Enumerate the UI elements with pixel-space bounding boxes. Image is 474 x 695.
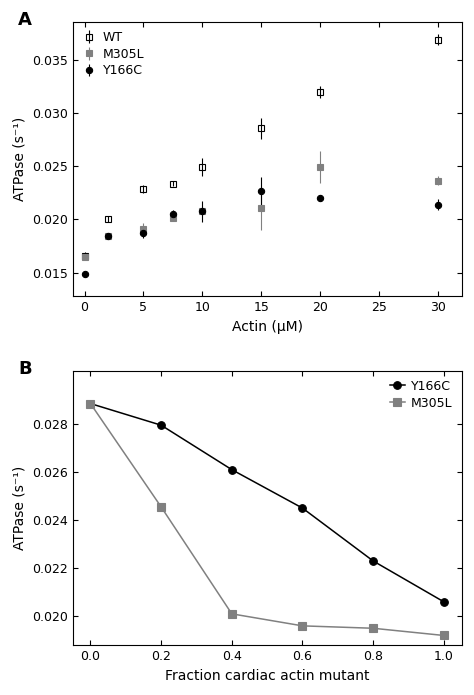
M305L	[158, 502, 164, 511]
Y166C	[229, 466, 235, 474]
X-axis label: Actin (μM): Actin (μM)	[232, 320, 302, 334]
Legend: Y166C, M305L: Y166C, M305L	[387, 377, 455, 412]
M305L	[88, 400, 93, 408]
M305L	[441, 631, 447, 639]
X-axis label: Fraction cardiac actin mutant: Fraction cardiac actin mutant	[165, 669, 369, 682]
Text: A: A	[18, 11, 32, 29]
M305L	[229, 610, 235, 618]
Legend: WT, M305L, Y166C: WT, M305L, Y166C	[79, 28, 147, 80]
M305L	[300, 622, 305, 630]
Y166C	[370, 557, 376, 565]
Text: B: B	[18, 360, 32, 378]
Y166C	[441, 598, 447, 606]
Y166C	[88, 400, 93, 408]
M305L	[370, 624, 376, 632]
Line: M305L: M305L	[87, 400, 447, 639]
Y166C	[300, 504, 305, 512]
Y-axis label: ATPase (s⁻¹): ATPase (s⁻¹)	[12, 466, 27, 550]
Y-axis label: ATPase (s⁻¹): ATPase (s⁻¹)	[12, 117, 27, 202]
Line: Y166C: Y166C	[87, 400, 447, 605]
Y166C	[158, 421, 164, 430]
